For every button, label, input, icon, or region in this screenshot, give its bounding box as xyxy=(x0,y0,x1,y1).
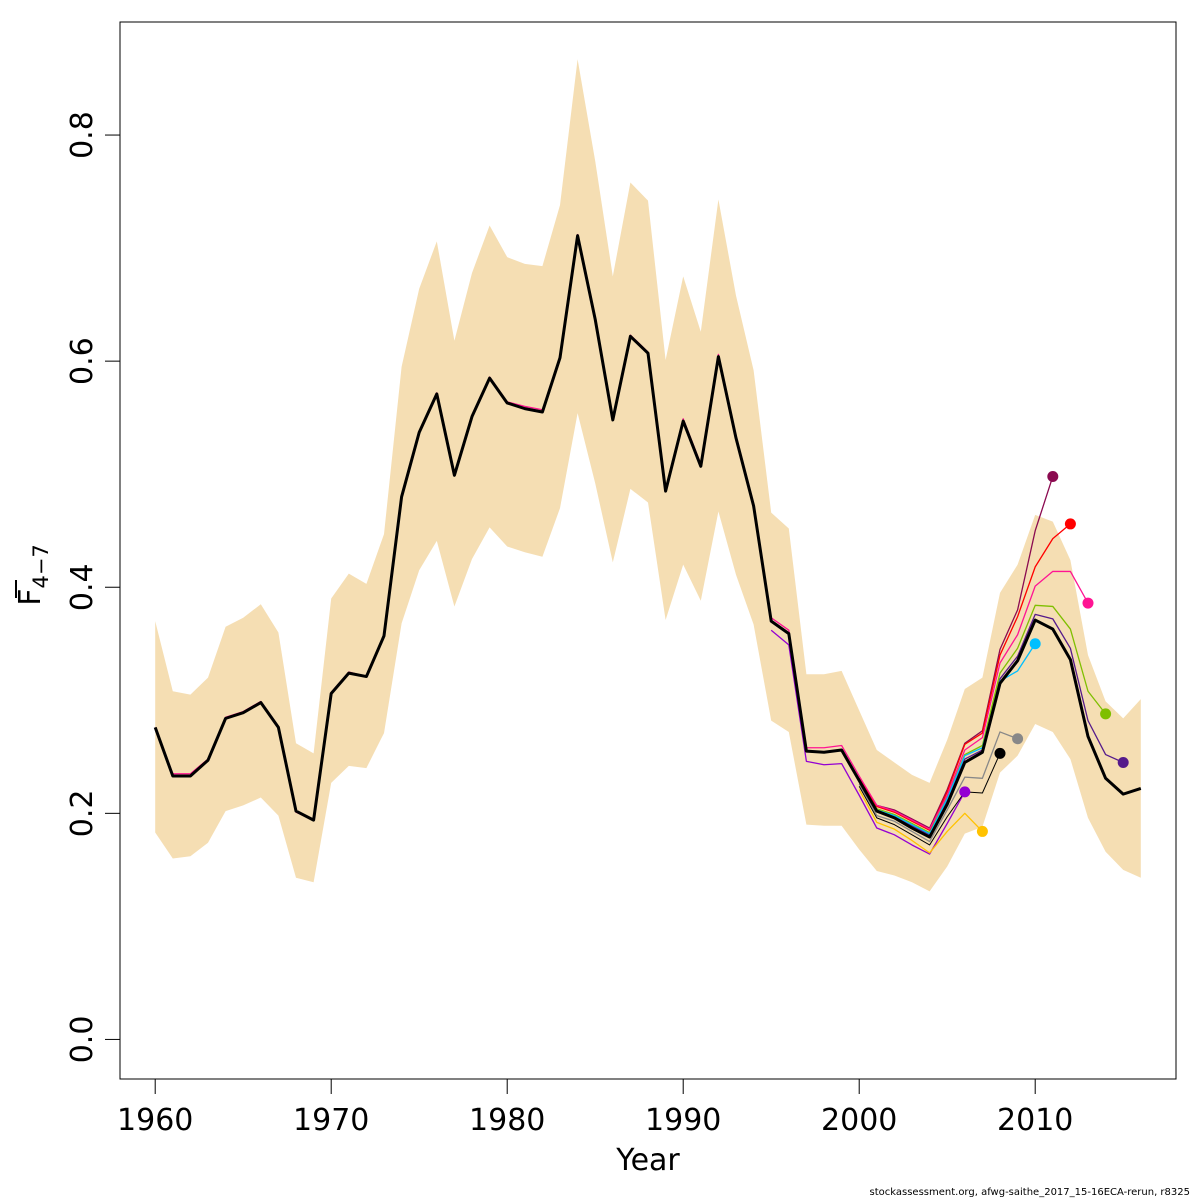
x-axis-title: Year xyxy=(615,1143,680,1178)
x-axis: 1960 1970 1980 1990 2000 2010 xyxy=(117,1078,1073,1138)
y-axis-title-sub: 4−7 xyxy=(29,544,53,588)
y-tick-label-0: 0.0 xyxy=(65,1016,100,1064)
x-tick-label-1980: 1980 xyxy=(469,1103,545,1138)
series-end-point-3 xyxy=(1047,470,1059,482)
series-end-point-1 xyxy=(1082,597,1094,609)
y-tick-label-3: 0.6 xyxy=(65,337,100,385)
series-layer xyxy=(153,233,1142,855)
footer-source: stockassessment.org, afwg-saithe_2017_15… xyxy=(869,1187,1191,1198)
plot-frame xyxy=(119,21,1177,1080)
confidence-band xyxy=(155,59,1141,892)
series-line-9 xyxy=(858,789,983,854)
confidence-band-layer xyxy=(155,59,1141,892)
y-axis-title: F4−7 xyxy=(13,544,53,606)
y-axis-title-main: F xyxy=(13,589,48,606)
series-end-point-4 xyxy=(1029,638,1041,650)
terminal-points-layer xyxy=(959,470,1129,837)
series-end-point-8 xyxy=(994,747,1006,759)
y-axis: 0.0 0.2 0.4 0.6 0.8 xyxy=(65,111,121,1064)
series-end-point-5 xyxy=(1100,708,1112,720)
x-tick-label-1990: 1990 xyxy=(645,1103,721,1138)
series-end-point-9 xyxy=(976,825,988,837)
x-tick-label-2000: 2000 xyxy=(821,1103,897,1138)
x-tick-label-2010: 2010 xyxy=(997,1103,1073,1138)
series-line-0 xyxy=(153,234,1142,839)
series-end-point-6 xyxy=(1117,756,1129,768)
series-line-7 xyxy=(858,731,1018,843)
svg-text:F4−7: F4−7 xyxy=(13,544,53,606)
y-tick-label-2: 0.4 xyxy=(65,563,100,611)
series-end-point-7 xyxy=(1012,733,1024,745)
y-tick-label-4: 0.8 xyxy=(65,111,100,159)
series-line-8 xyxy=(858,753,1001,846)
x-tick-label-1970: 1970 xyxy=(293,1103,369,1138)
series-end-point-10 xyxy=(959,786,971,798)
series-end-point-2 xyxy=(1064,518,1076,530)
x-tick-label-1960: 1960 xyxy=(117,1103,193,1138)
series-line-2 xyxy=(858,523,1071,831)
y-tick-label-1: 0.2 xyxy=(65,789,100,837)
